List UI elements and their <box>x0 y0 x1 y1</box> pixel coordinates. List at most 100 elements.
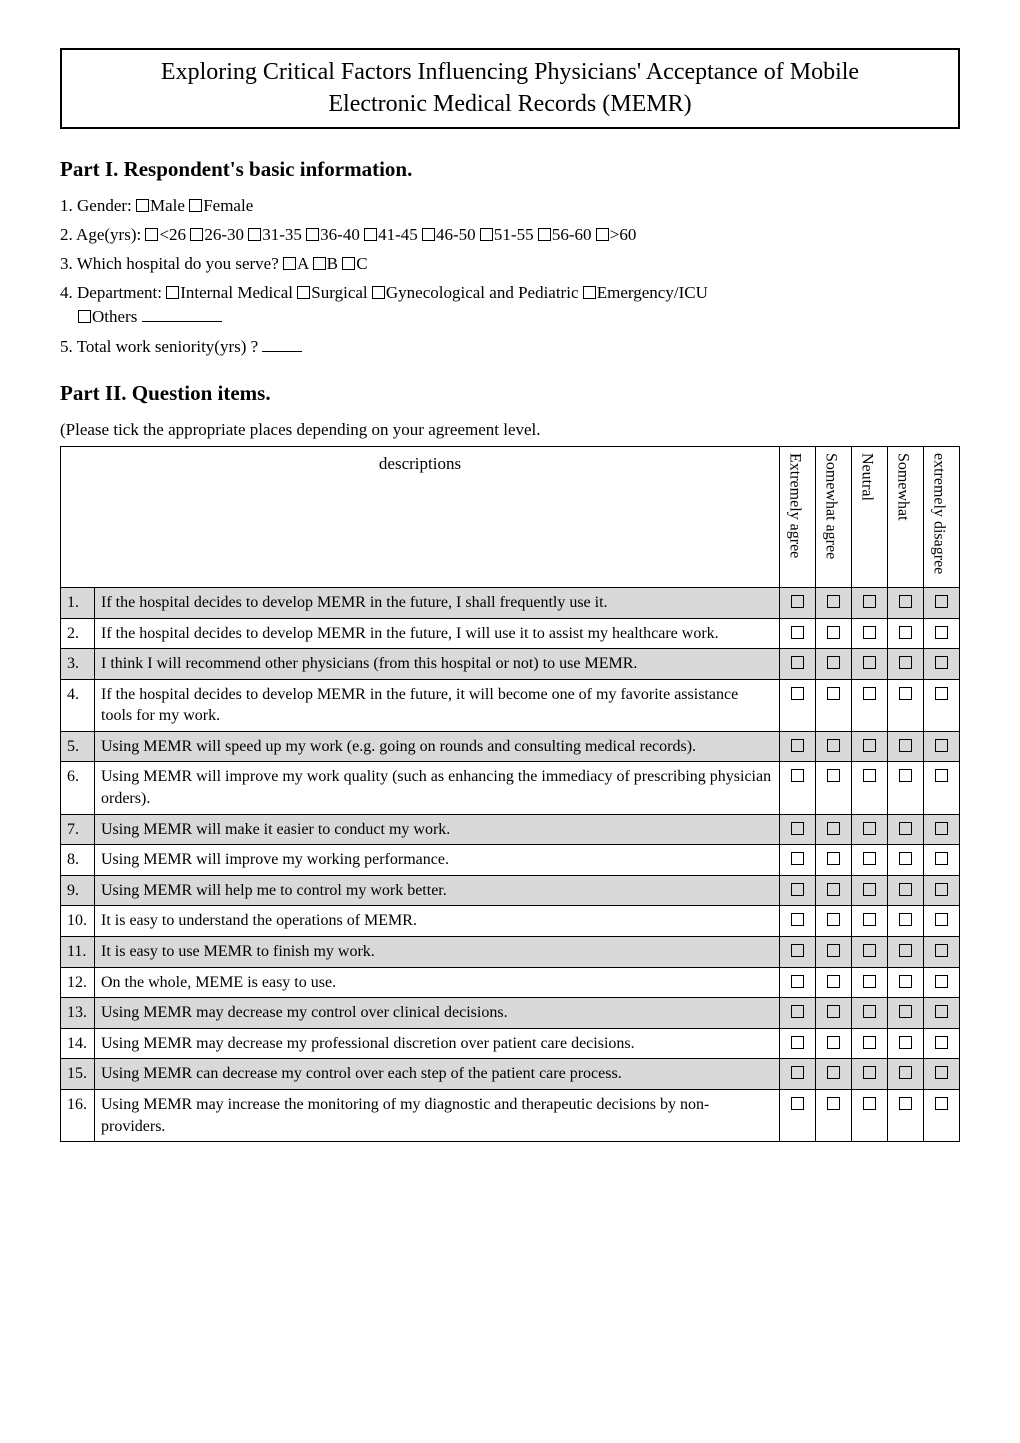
answer-checkbox[interactable] <box>935 883 948 896</box>
answer-checkbox[interactable] <box>791 1097 804 1110</box>
answer-checkbox[interactable] <box>935 1036 948 1049</box>
answer-checkbox[interactable] <box>863 769 876 782</box>
answer-checkbox[interactable] <box>935 913 948 926</box>
checkbox-age-gt60[interactable] <box>596 228 609 241</box>
answer-checkbox[interactable] <box>791 656 804 669</box>
answer-checkbox[interactable] <box>791 769 804 782</box>
answer-checkbox[interactable] <box>899 852 912 865</box>
checkbox-dept-gynped[interactable] <box>372 286 385 299</box>
answer-checkbox[interactable] <box>791 626 804 639</box>
answer-checkbox[interactable] <box>935 595 948 608</box>
answer-checkbox[interactable] <box>863 1066 876 1079</box>
checkbox-age-51-55[interactable] <box>480 228 493 241</box>
answer-checkbox[interactable] <box>935 739 948 752</box>
answer-checkbox[interactable] <box>863 883 876 896</box>
answer-checkbox[interactable] <box>791 883 804 896</box>
answer-checkbox[interactable] <box>899 595 912 608</box>
answer-checkbox[interactable] <box>863 626 876 639</box>
answer-checkbox[interactable] <box>863 975 876 988</box>
answer-checkbox[interactable] <box>899 944 912 957</box>
answer-checkbox[interactable] <box>791 1005 804 1018</box>
answer-checkbox[interactable] <box>791 913 804 926</box>
answer-checkbox[interactable] <box>863 595 876 608</box>
answer-checkbox[interactable] <box>935 852 948 865</box>
checkbox-hospital-a[interactable] <box>283 257 296 270</box>
answer-checkbox[interactable] <box>863 852 876 865</box>
answer-checkbox[interactable] <box>899 769 912 782</box>
checkbox-dept-surgical[interactable] <box>297 286 310 299</box>
checkbox-hospital-c[interactable] <box>342 257 355 270</box>
answer-checkbox[interactable] <box>899 626 912 639</box>
answer-checkbox[interactable] <box>863 1036 876 1049</box>
answer-checkbox[interactable] <box>791 1066 804 1079</box>
answer-checkbox[interactable] <box>827 883 840 896</box>
answer-checkbox[interactable] <box>827 975 840 988</box>
answer-checkbox[interactable] <box>935 769 948 782</box>
answer-checkbox[interactable] <box>827 1036 840 1049</box>
answer-checkbox[interactable] <box>935 822 948 835</box>
checkbox-age-56-60[interactable] <box>538 228 551 241</box>
answer-checkbox[interactable] <box>863 944 876 957</box>
answer-checkbox[interactable] <box>827 944 840 957</box>
answer-checkbox[interactable] <box>827 1097 840 1110</box>
checkbox-age-36-40[interactable] <box>306 228 319 241</box>
checkbox-age-26-30[interactable] <box>190 228 203 241</box>
answer-checkbox[interactable] <box>899 1066 912 1079</box>
answer-checkbox[interactable] <box>863 656 876 669</box>
answer-checkbox[interactable] <box>863 1005 876 1018</box>
checkbox-dept-internal[interactable] <box>166 286 179 299</box>
answer-checkbox[interactable] <box>827 852 840 865</box>
answer-checkbox[interactable] <box>827 626 840 639</box>
answer-checkbox[interactable] <box>935 687 948 700</box>
answer-checkbox[interactable] <box>899 1036 912 1049</box>
answer-checkbox[interactable] <box>827 822 840 835</box>
answer-checkbox[interactable] <box>899 913 912 926</box>
answer-checkbox[interactable] <box>863 913 876 926</box>
checkbox-female[interactable] <box>189 199 202 212</box>
seniority-blank[interactable] <box>262 335 302 352</box>
answer-checkbox[interactable] <box>791 944 804 957</box>
answer-checkbox[interactable] <box>863 687 876 700</box>
answer-checkbox[interactable] <box>827 687 840 700</box>
answer-checkbox[interactable] <box>827 1066 840 1079</box>
checkbox-age-31-35[interactable] <box>248 228 261 241</box>
answer-checkbox[interactable] <box>827 595 840 608</box>
answer-checkbox[interactable] <box>791 852 804 865</box>
answer-checkbox[interactable] <box>791 975 804 988</box>
answer-checkbox[interactable] <box>827 769 840 782</box>
checkbox-hospital-b[interactable] <box>313 257 326 270</box>
answer-checkbox[interactable] <box>863 822 876 835</box>
answer-checkbox[interactable] <box>863 739 876 752</box>
answer-checkbox[interactable] <box>827 913 840 926</box>
checkbox-dept-others[interactable] <box>78 310 91 323</box>
answer-checkbox[interactable] <box>899 687 912 700</box>
answer-checkbox[interactable] <box>827 1005 840 1018</box>
answer-checkbox[interactable] <box>899 975 912 988</box>
answer-checkbox[interactable] <box>935 626 948 639</box>
answer-checkbox[interactable] <box>899 1005 912 1018</box>
answer-checkbox[interactable] <box>899 822 912 835</box>
answer-checkbox[interactable] <box>791 822 804 835</box>
checkbox-age-46-50[interactable] <box>422 228 435 241</box>
answer-checkbox[interactable] <box>791 739 804 752</box>
answer-checkbox[interactable] <box>935 975 948 988</box>
checkbox-dept-emergency[interactable] <box>583 286 596 299</box>
checkbox-age-lt26[interactable] <box>145 228 158 241</box>
answer-checkbox[interactable] <box>863 1097 876 1110</box>
answer-checkbox[interactable] <box>899 739 912 752</box>
answer-checkbox[interactable] <box>827 656 840 669</box>
answer-checkbox[interactable] <box>899 656 912 669</box>
answer-checkbox[interactable] <box>791 595 804 608</box>
answer-checkbox[interactable] <box>935 1097 948 1110</box>
others-blank[interactable] <box>142 305 222 322</box>
checkbox-age-41-45[interactable] <box>364 228 377 241</box>
answer-checkbox[interactable] <box>935 1005 948 1018</box>
answer-checkbox[interactable] <box>899 1097 912 1110</box>
answer-checkbox[interactable] <box>899 883 912 896</box>
answer-checkbox[interactable] <box>935 656 948 669</box>
answer-checkbox[interactable] <box>935 1066 948 1079</box>
answer-checkbox[interactable] <box>827 739 840 752</box>
answer-checkbox[interactable] <box>935 944 948 957</box>
answer-checkbox[interactable] <box>791 687 804 700</box>
checkbox-male[interactable] <box>136 199 149 212</box>
